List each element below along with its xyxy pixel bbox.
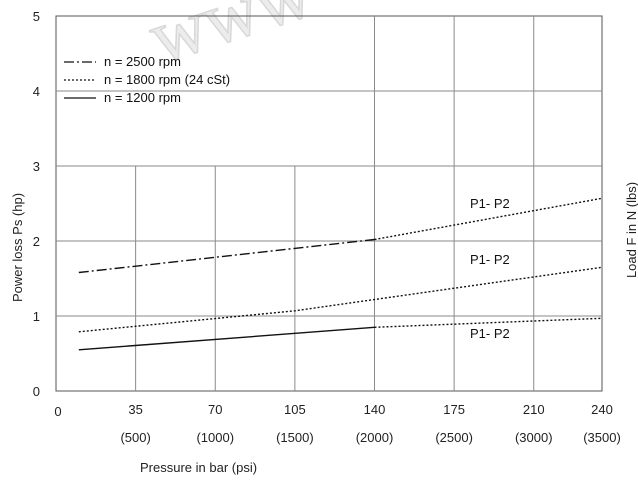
- curve-labels: P1- P2 P1- P2 P1- P2: [470, 196, 510, 341]
- x-tick-sublabel: (2000): [356, 430, 394, 445]
- x-axis-title: Pressure in bar (psi): [140, 460, 257, 475]
- x-tick-sublabel: (2500): [435, 430, 473, 445]
- legend: n = 2500 rpm n = 1800 rpm (24 cSt) n = 120…: [64, 54, 230, 105]
- x-tick-label: 35: [128, 402, 142, 417]
- series-line-2: [78, 326, 375, 351]
- curve-label-2: P1- P2: [470, 326, 510, 341]
- x-tick-sublabel: (3500): [583, 430, 621, 445]
- y-tick-label: 5: [33, 9, 40, 24]
- x-tick-label: 210: [523, 402, 545, 417]
- y-tick-label: 4: [33, 84, 40, 99]
- y-tick-label: 3: [33, 159, 40, 174]
- x-tick-sublabel: (500): [120, 430, 150, 445]
- y-tick-label: 2: [33, 234, 40, 249]
- plot-frame: [55, 15, 603, 392]
- y-tick-label: 0: [33, 384, 40, 399]
- y-tick-label: 1: [33, 309, 40, 324]
- series-lines: [78, 197, 603, 351]
- series-line-1: [78, 266, 603, 333]
- right-axis-title: Load F in N (lbs): [624, 182, 638, 278]
- legend-label-0: n = 2500 rpm: [104, 54, 181, 69]
- x-tick-label: 140: [364, 402, 386, 417]
- x-tick-sublabel: (3000): [515, 430, 553, 445]
- legend-label-2: n = 1200 rpm: [104, 90, 181, 105]
- x-tick-label: 175: [443, 402, 465, 417]
- grid: [55, 15, 603, 392]
- x-tick-label: 105: [284, 402, 306, 417]
- tick-labels: 0 1 2 3 4 5 0 35 (500) 70 (1000) 105 (1500) 140 (2000)…: [33, 9, 621, 445]
- series-line-0: [78, 238, 375, 274]
- x-tick-label: 240: [591, 402, 613, 417]
- series-extension-2: [374, 317, 603, 328]
- x-tick-label: 0: [54, 404, 61, 419]
- y-axis-title: Power loss Ps (hp): [10, 193, 25, 302]
- x-tick-sublabel: (1000): [196, 430, 234, 445]
- curve-label-1: P1- P2: [470, 252, 510, 267]
- legend-label-1: n = 1800 rpm (24 cSt): [104, 72, 230, 87]
- x-tick-label: 70: [208, 402, 222, 417]
- series-extension-0: [374, 197, 603, 241]
- x-tick-sublabel: (1500): [276, 430, 314, 445]
- curve-label-0: P1- P2: [470, 196, 510, 211]
